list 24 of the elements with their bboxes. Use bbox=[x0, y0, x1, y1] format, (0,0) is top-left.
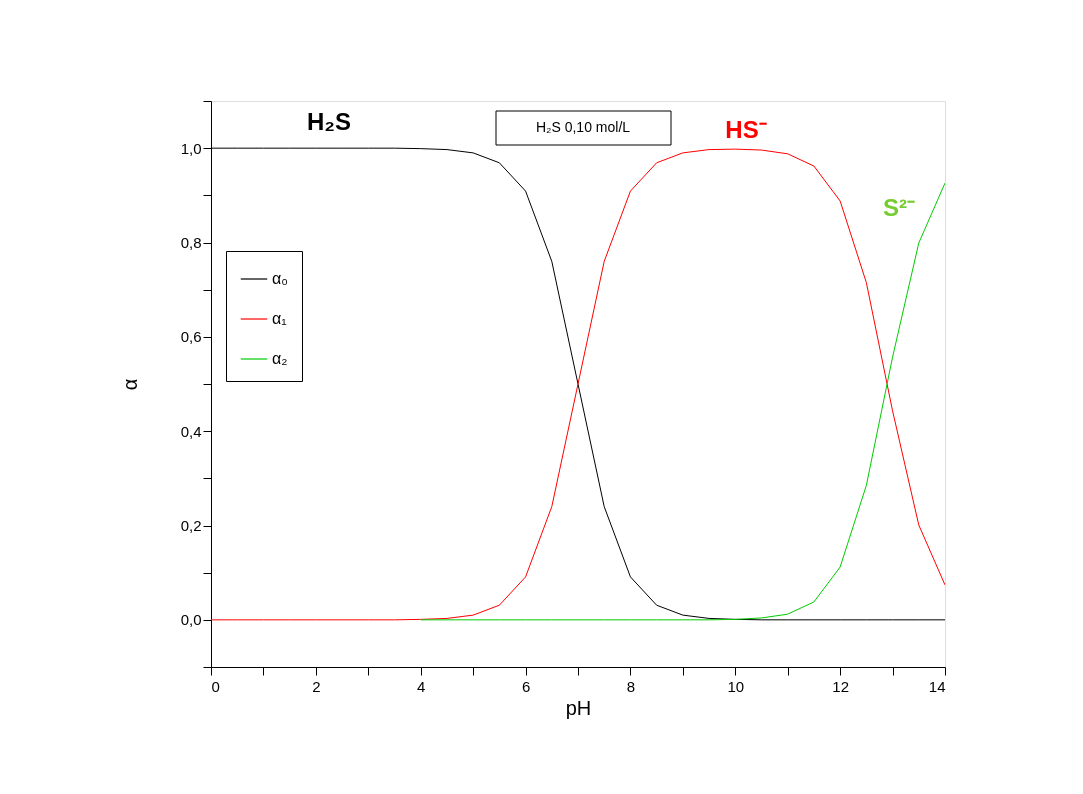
annotation: H₂S 0,10 mol/L bbox=[535, 119, 631, 135]
x-tick-label: 2 bbox=[312, 677, 321, 695]
y-axis-title: α bbox=[118, 378, 141, 391]
y-tick-label: 0,2 bbox=[180, 517, 202, 534]
x-tick-label: 0 bbox=[211, 677, 220, 695]
annotation: HS⁻ bbox=[725, 116, 767, 143]
legend-label: α₁ bbox=[272, 310, 287, 327]
x-axis-title: pH bbox=[565, 696, 592, 719]
x-tick-label: 8 bbox=[626, 677, 636, 695]
y-tick-label: 0,4 bbox=[180, 422, 202, 440]
legend-label: α₂ bbox=[272, 350, 288, 367]
annotation: H₂S bbox=[306, 108, 352, 135]
y-tick-label: 0,0 bbox=[180, 611, 202, 629]
legend-label: α₀ bbox=[272, 270, 288, 287]
line-series bbox=[420, 182, 945, 621]
x-tick-label: 4 bbox=[417, 677, 426, 695]
x-tick-label: 12 bbox=[832, 677, 849, 695]
y-tick-label: 1,0 bbox=[180, 139, 202, 157]
y-tick-label: 0,8 bbox=[180, 234, 202, 251]
x-tick-label: 14 bbox=[928, 677, 946, 695]
y-tick-label: 0,6 bbox=[180, 328, 202, 346]
annotation: S²⁻ bbox=[883, 194, 915, 221]
x-tick-label: 6 bbox=[521, 677, 531, 695]
x-tick-label: 10 bbox=[727, 677, 745, 695]
